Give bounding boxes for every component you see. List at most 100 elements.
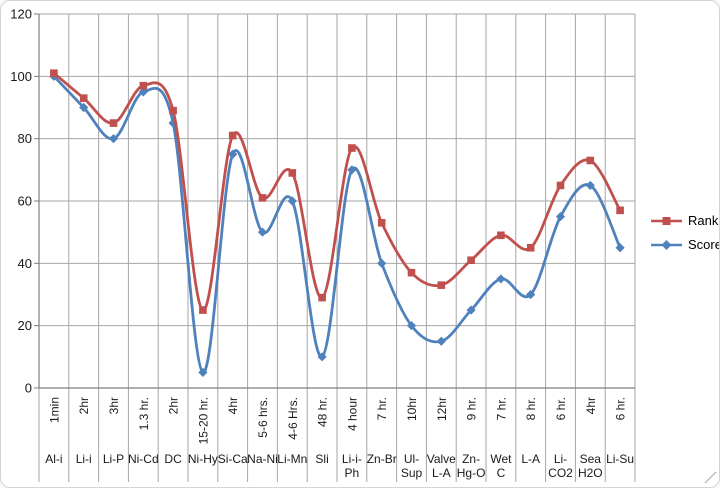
category-name-label: Ni-Hy	[188, 452, 218, 466]
category-time-label: 12hr	[435, 397, 449, 421]
category-name-label: Na-Ni	[247, 452, 278, 466]
rank-data-point-marker[interactable]	[318, 293, 326, 302]
score-data-point-marker[interactable]	[436, 336, 446, 346]
category-name-label: Sup	[401, 466, 423, 480]
score-data-point-marker[interactable]	[228, 149, 238, 159]
category-time-label: 1min	[47, 397, 61, 423]
category-time-label: 5-6 hrs.	[256, 397, 270, 438]
category-time-label: 1.3 hr.	[137, 397, 151, 430]
category-time-label: 2hr	[77, 397, 91, 414]
rank-data-point-marker[interactable]	[228, 131, 237, 140]
resize-corner-icon[interactable]	[704, 471, 717, 484]
legend-item-score[interactable]: Score	[650, 237, 720, 252]
rank-data-point-marker[interactable]	[79, 94, 88, 102]
category-name-label: Ni-Cd	[128, 452, 159, 466]
category-name-label: Si-Ca	[218, 452, 248, 466]
score-data-point-marker[interactable]	[615, 243, 625, 253]
category-time-label: 4hr	[226, 397, 240, 414]
category-name-label: H2O	[578, 466, 603, 480]
category-time-label: 6 hr.	[554, 397, 568, 420]
rank-data-point-marker[interactable]	[437, 281, 446, 289]
rank-data-point-marker[interactable]	[616, 206, 624, 215]
rank-data-point-marker[interactable]	[526, 243, 535, 252]
rank-data-point-marker[interactable]	[109, 119, 118, 127]
category-time-label: 9 hr.	[465, 397, 479, 420]
score-data-point-marker[interactable]	[287, 196, 297, 206]
category-time-label: 48 hr.	[316, 397, 330, 427]
category-name-label: Zn-Br	[367, 452, 397, 466]
rank-data-point-marker[interactable]	[407, 268, 416, 277]
category-time-label: 4-6 Hrs.	[286, 397, 300, 440]
y-axis-label: 20	[18, 318, 32, 333]
category-name-label: Li-Mn	[277, 452, 307, 466]
category-name-label: Wet	[490, 452, 512, 466]
y-axis-label: 0	[25, 381, 32, 396]
category-time-label: 4hr	[584, 397, 598, 414]
category-name-label: Sli	[315, 452, 328, 466]
legend-label-score: Score	[688, 237, 720, 252]
score-data-point-marker[interactable]	[526, 289, 536, 300]
category-name-label: C	[497, 466, 506, 480]
category-name-label: Sea	[580, 452, 602, 466]
category-time-label: 8 hr.	[524, 397, 538, 420]
category-time-label: 7 hr.	[494, 397, 508, 420]
rank-data-point-marker[interactable]	[50, 69, 58, 78]
rank-data-point-marker[interactable]	[169, 106, 177, 115]
category-name-label: Li-i-	[342, 452, 362, 466]
y-axis-label: 80	[18, 131, 32, 146]
y-axis-label: 60	[18, 194, 32, 209]
score-data-point-marker[interactable]	[108, 134, 119, 144]
legend-item-rank[interactable]: Rank	[650, 213, 719, 228]
rank-data-point-marker[interactable]	[467, 256, 475, 265]
score-series-sample-icon	[651, 239, 682, 250]
score-data-point-marker[interactable]	[496, 274, 506, 284]
rank-data-point-marker[interactable]	[556, 181, 565, 190]
rank-data-point-marker[interactable]	[586, 156, 595, 165]
score-data-point-marker[interactable]	[555, 211, 566, 222]
score-data-point-marker[interactable]	[79, 102, 89, 113]
rank-data-point-marker[interactable]	[139, 81, 148, 90]
rank-data-point-marker[interactable]	[348, 144, 356, 152]
rank-data-point-marker[interactable]	[199, 306, 207, 314]
y-axis-label: 100	[10, 69, 32, 84]
score-data-point-marker[interactable]	[377, 258, 387, 268]
category-name-label: Valve	[427, 452, 456, 466]
score-data-point-marker[interactable]	[138, 87, 148, 97]
legend-label-rank: Rank	[688, 213, 719, 228]
category-name-label: Ul-	[404, 452, 419, 466]
y-axis-label: 40	[18, 256, 32, 271]
rank-data-point-marker[interactable]	[258, 194, 267, 202]
score-data-point-marker[interactable]	[585, 180, 595, 191]
rank-data-point-marker[interactable]	[497, 231, 505, 240]
category-time-label: 7 hr.	[375, 397, 389, 420]
category-name-label: CO2	[548, 466, 573, 480]
category-name-label: DC	[164, 452, 182, 466]
category-name-label: Al-i	[45, 452, 62, 466]
category-time-label: 10hr	[405, 397, 419, 421]
category-name-label: Li-i	[76, 452, 92, 466]
category-time-label: 3hr	[107, 397, 121, 414]
score-data-point-marker[interactable]	[257, 227, 268, 237]
y-axis-label: 120	[10, 7, 32, 22]
score-data-point-marker[interactable]	[406, 321, 417, 331]
category-time-label: 6 hr.	[614, 397, 628, 420]
category-name-label: L-A	[521, 452, 540, 466]
category-name-label: Hg-O	[457, 466, 486, 480]
score-data-point-marker[interactable]	[317, 352, 327, 362]
rank-series-sample-icon	[651, 216, 682, 225]
score-data-point-marker[interactable]	[466, 305, 476, 315]
chart-legend: Rank Score	[650, 213, 720, 252]
category-time-label: 2hr	[167, 397, 181, 414]
rank-data-point-marker[interactable]	[288, 169, 297, 177]
score-data-point-marker[interactable]	[198, 367, 208, 378]
category-time-label: 4 hour	[345, 397, 359, 431]
rank-data-point-marker[interactable]	[377, 219, 386, 227]
category-name-label: Li-P	[103, 452, 124, 466]
category-time-label: 15-20 hr.	[196, 397, 210, 444]
category-name-label: Li-Su	[606, 452, 634, 466]
category-name-label: L-A	[432, 466, 451, 480]
category-name-label: Li-	[554, 452, 567, 466]
score-data-point-marker[interactable]	[347, 165, 357, 175]
